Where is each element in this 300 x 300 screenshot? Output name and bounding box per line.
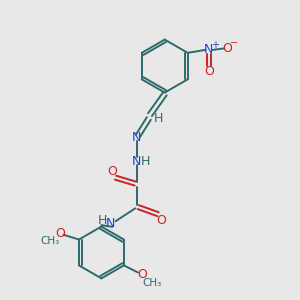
Text: O: O [222, 42, 232, 55]
Text: H: H [154, 112, 163, 125]
Text: O: O [204, 64, 214, 78]
Text: O: O [137, 268, 147, 281]
Text: N: N [106, 217, 116, 230]
Text: H: H [140, 155, 150, 168]
Text: H: H [97, 214, 107, 227]
Text: CH₃: CH₃ [142, 278, 162, 287]
Text: N: N [204, 44, 214, 56]
Text: O: O [108, 165, 118, 178]
Text: −: − [230, 38, 238, 48]
Text: CH₃: CH₃ [41, 236, 60, 246]
Text: O: O [55, 226, 65, 239]
Text: N: N [132, 131, 141, 144]
Text: O: O [157, 214, 166, 226]
Text: N: N [132, 155, 141, 168]
Text: +: + [211, 40, 219, 50]
